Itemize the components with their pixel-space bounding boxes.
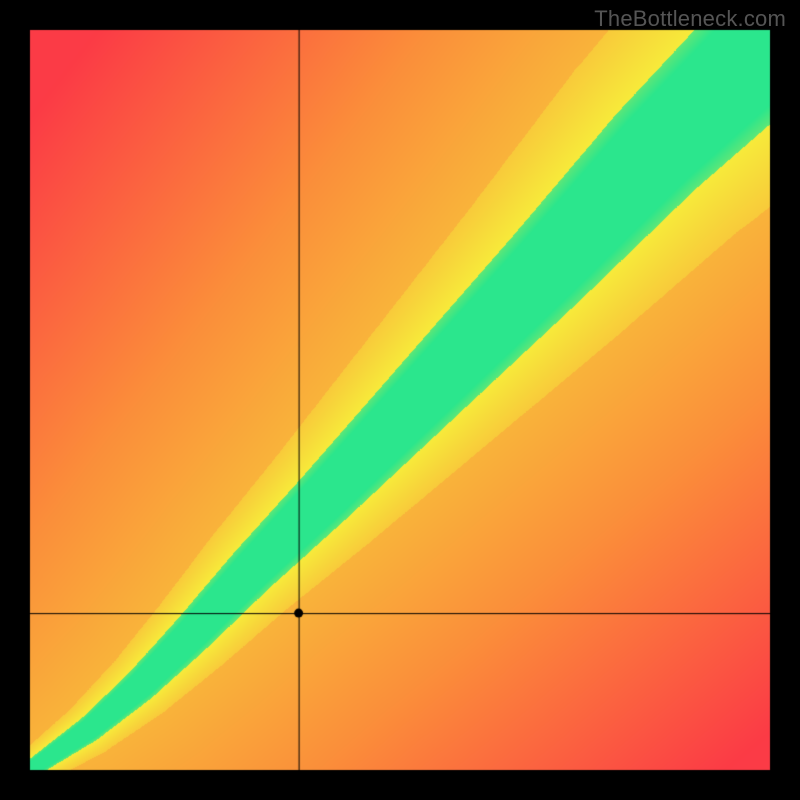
chart-container: TheBottleneck.com (0, 0, 800, 800)
watermark-text: TheBottleneck.com (594, 6, 786, 32)
bottleneck-heatmap-canvas (0, 0, 800, 800)
